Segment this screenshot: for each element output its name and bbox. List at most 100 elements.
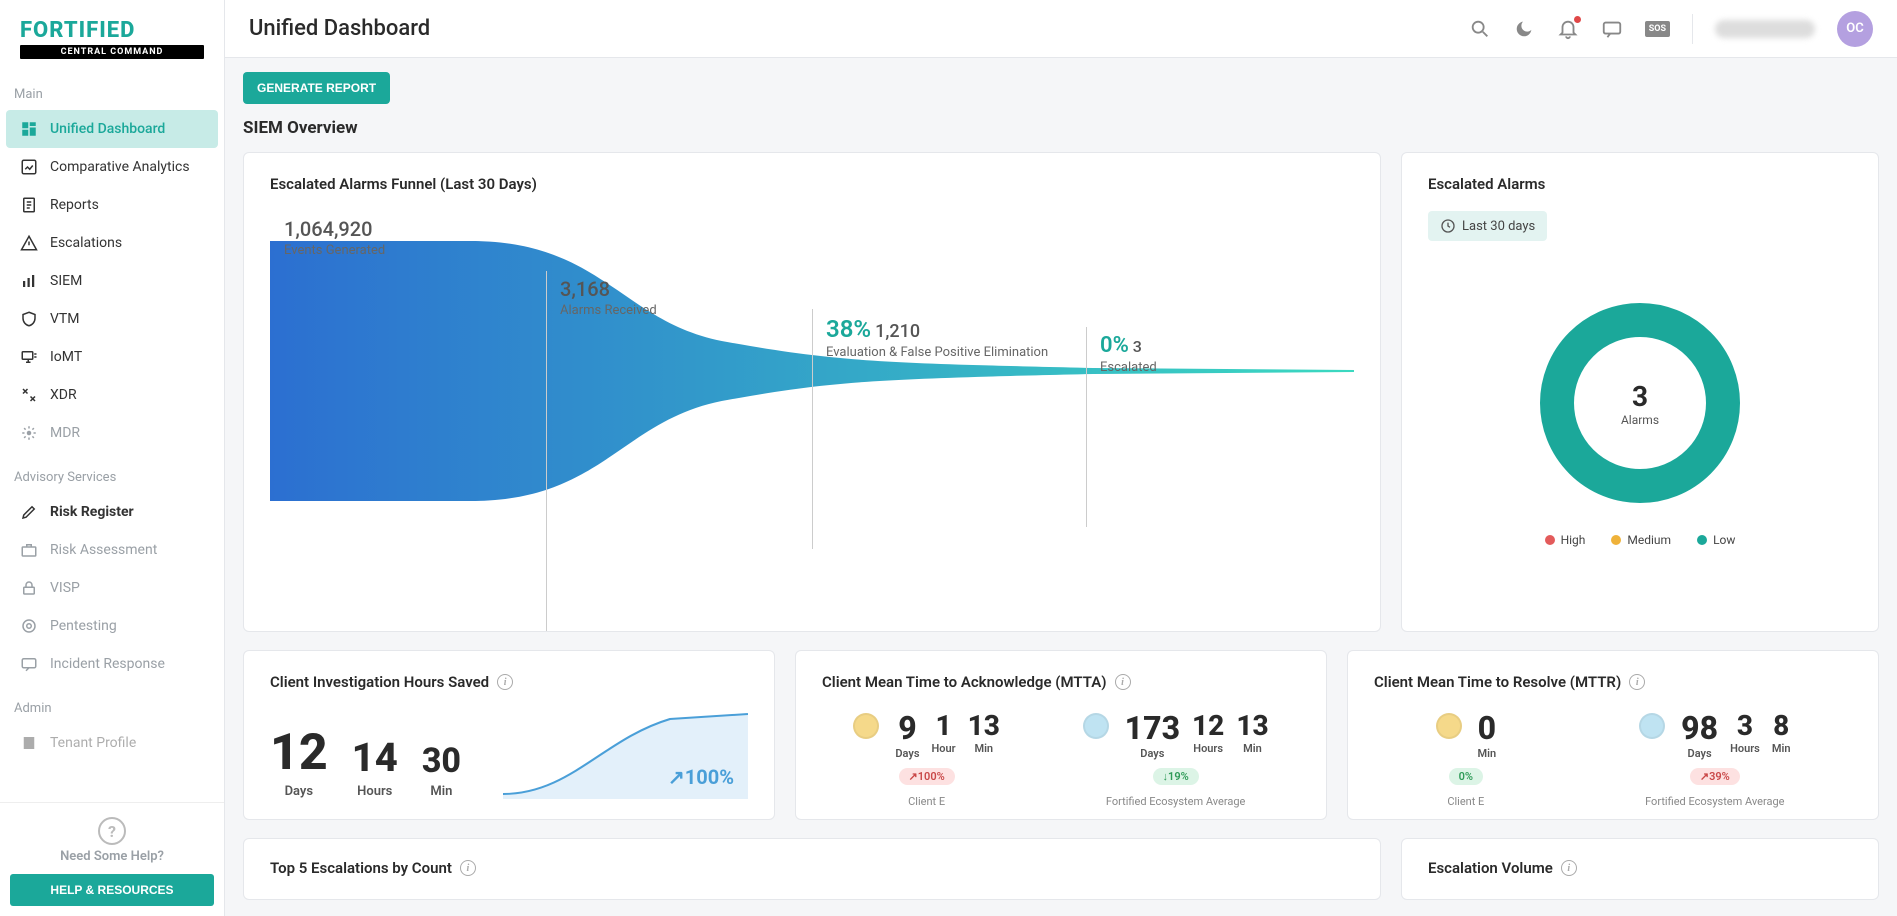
trend-pill: ↓19% — [1153, 768, 1199, 785]
sidebar-item-vtm[interactable]: VTM — [6, 300, 218, 338]
spark-pct: ↗100% — [668, 765, 734, 789]
sidebar-item-label: SIEM — [50, 273, 82, 289]
mdr-icon — [20, 424, 38, 442]
funnel-stage-4: 0% 3 Escalated — [1100, 327, 1157, 375]
sidebar-section-admin: Admin — [0, 683, 224, 724]
trend-pill: ↗39% — [1690, 768, 1740, 785]
mtt-value: 13 — [968, 709, 1000, 742]
hours-hours: 14Hours — [352, 738, 398, 799]
logo-sub: CENTRAL COMMAND — [20, 45, 204, 59]
funnel-label: Alarms Received — [560, 303, 657, 318]
funnel-value: 1,210 — [875, 321, 920, 342]
alarms-donut: 3 Alarms — [1540, 303, 1740, 503]
mtt-sublabel: Fortified Ecosystem Average — [1083, 795, 1269, 808]
mtt-value: 0 — [1478, 709, 1497, 747]
mtt-value: 98 — [1681, 709, 1718, 747]
date-range-chip[interactable]: Last 30 days — [1428, 211, 1547, 241]
mtt-unit: Min — [1478, 747, 1497, 760]
legend-medium: Medium — [1611, 533, 1671, 547]
funnel-stage-3: 38% 1,210 Evaluation & False Positive El… — [826, 309, 1048, 360]
mtt-unit: Min — [968, 742, 1000, 755]
info-icon[interactable]: i — [1115, 674, 1131, 690]
mttr-card: Client Mean Time to Resolve (MTTR)i 0Min… — [1347, 650, 1879, 820]
mtt-value: 13 — [1236, 709, 1268, 742]
row-overview: Escalated Alarms Funnel (Last 30 Days) — [243, 152, 1879, 632]
chat-icon — [20, 655, 38, 673]
info-icon[interactable]: i — [1561, 860, 1577, 876]
help-text: Need Some Help? — [10, 849, 214, 864]
sidebar-item-visp[interactable]: VISP — [6, 569, 218, 607]
sidebar-item-unified-dashboard[interactable]: Unified Dashboard — [6, 110, 218, 148]
sidebar: FORTIFIED CENTRAL COMMAND Main Unified D… — [0, 0, 225, 916]
sidebar-item-risk-assessment[interactable]: Risk Assessment — [6, 531, 218, 569]
sidebar-item-mdr[interactable]: MDR — [6, 414, 218, 452]
mtt-value: 173 — [1125, 709, 1180, 747]
sos-badge[interactable]: SOS — [1645, 21, 1670, 37]
sidebar-item-xdr[interactable]: XDR — [6, 376, 218, 414]
sidebar-item-label: IoMT — [50, 349, 82, 365]
search-icon[interactable] — [1469, 18, 1491, 40]
mtt-col-client: 0Min0%Client E — [1436, 709, 1497, 808]
mtta-card: Client Mean Time to Acknowledge (MTTA)i … — [795, 650, 1327, 820]
sidebar-item-label: MDR — [50, 425, 80, 441]
sidebar-item-reports[interactable]: Reports — [6, 186, 218, 224]
sidebar-item-label: Risk Register — [50, 504, 134, 520]
content: GENERATE REPORT SIEM Overview Escalated … — [225, 58, 1897, 916]
logo-main: FORTIFIED — [20, 18, 204, 43]
hours-days: 12Days — [270, 728, 328, 799]
mtt-value: 1 — [932, 709, 956, 742]
bell-icon[interactable] — [1557, 18, 1579, 40]
chip-label: Last 30 days — [1462, 219, 1535, 234]
avatar[interactable]: OC — [1837, 11, 1873, 47]
mtt-value: 8 — [1772, 709, 1791, 742]
trend-pill: ↗100% — [899, 768, 955, 785]
mtt-unit: Min — [1772, 742, 1791, 755]
mtt-unit: Hours — [1192, 742, 1224, 755]
info-icon[interactable]: i — [1629, 674, 1645, 690]
mtt-unit: Hour — [932, 742, 956, 755]
help-resources-button[interactable]: HELP & RESOURCES — [10, 874, 214, 906]
funnel-title: Escalated Alarms Funnel (Last 30 Days) — [270, 175, 1354, 193]
funnel-value: 3 — [1133, 337, 1142, 356]
funnel-label: Events Generated — [284, 243, 385, 258]
donut-label: Alarms — [1621, 413, 1659, 427]
xdr-icon — [20, 386, 38, 404]
sidebar-section-main: Main — [0, 69, 224, 110]
topbar: Unified Dashboard SOS OC — [225, 0, 1897, 58]
sidebar-scroll[interactable]: Main Unified Dashboard Comparative Analy… — [0, 69, 224, 802]
funnel-value: 1,064,920 — [284, 217, 385, 241]
escalation-volume-card: Escalation Volumei — [1401, 838, 1879, 900]
escalations-icon — [20, 234, 38, 252]
info-icon[interactable]: i — [460, 860, 476, 876]
message-icon[interactable] — [1601, 18, 1623, 40]
sidebar-item-iomt[interactable]: IoMT — [6, 338, 218, 376]
generate-report-button[interactable]: GENERATE REPORT — [243, 72, 390, 104]
mtt-col-client: 9Days1Hour13Min↗100%Client E — [853, 709, 1000, 808]
dark-mode-icon[interactable] — [1513, 18, 1535, 40]
target-icon — [20, 617, 38, 635]
mtta-title: Client Mean Time to Acknowledge (MTTA)i — [822, 673, 1300, 691]
sidebar-item-risk-register[interactable]: Risk Register — [6, 493, 218, 531]
sidebar-item-escalations[interactable]: Escalations — [6, 224, 218, 262]
hours-min: 30Min — [422, 744, 461, 799]
legend-high: High — [1545, 533, 1586, 547]
sidebar-item-label: Tenant Profile — [50, 735, 136, 751]
sidebar-item-pentesting[interactable]: Pentesting — [6, 607, 218, 645]
top-escalations-title: Top 5 Escalations by Counti — [270, 859, 1354, 877]
donut-count: 3 — [1632, 380, 1648, 413]
sidebar-item-comparative[interactable]: Comparative Analytics — [6, 148, 218, 186]
funnel-stage-1: 1,064,920 Events Generated — [284, 211, 385, 258]
lock-icon — [20, 579, 38, 597]
analytics-icon — [20, 158, 38, 176]
sidebar-item-incident-response[interactable]: Incident Response — [6, 645, 218, 683]
info-icon[interactable]: i — [497, 674, 513, 690]
sidebar-section-advisory: Advisory Services — [0, 452, 224, 493]
sidebar-item-tenant-profile[interactable]: Tenant Profile — [6, 724, 218, 762]
siem-icon — [20, 272, 38, 290]
mtt-badge-icon — [1436, 713, 1462, 739]
page-title: Unified Dashboard — [249, 16, 430, 41]
dashboard-icon — [20, 120, 38, 138]
sidebar-item-siem[interactable]: SIEM — [6, 262, 218, 300]
help-icon: ? — [98, 817, 126, 845]
funnel-chart: 1,064,920 Events Generated 3,168 Alarms … — [270, 211, 1354, 571]
